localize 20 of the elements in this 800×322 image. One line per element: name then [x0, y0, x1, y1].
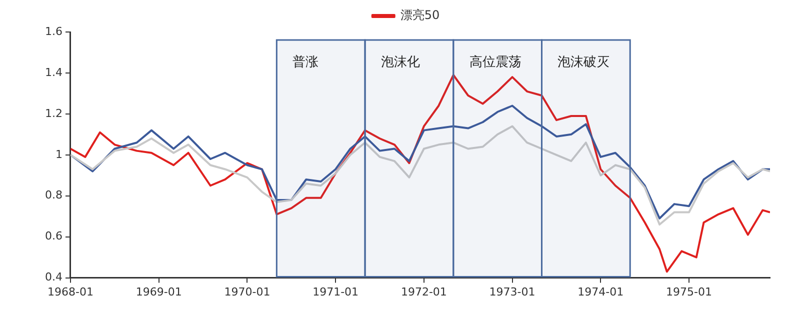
x-tick-label: 1974-01 — [578, 285, 624, 298]
band-label: 普涨 — [292, 54, 319, 70]
y-tick-label: 1.4 — [44, 66, 62, 79]
band-label: 泡沫破灭 — [558, 54, 610, 70]
y-tick-label: 0.4 — [44, 270, 62, 284]
x-tick-label: 1971-01 — [312, 285, 359, 298]
x-tick-label: 1970-01 — [224, 285, 270, 298]
x-tick-label: 1968-01 — [48, 285, 94, 298]
y-tick-label: 0.8 — [44, 188, 62, 202]
band-label: 高位震荡 — [469, 54, 522, 70]
x-tick-label: 1969-01 — [136, 285, 182, 298]
y-tick-label: 1.6 — [44, 24, 62, 38]
y-tick-label: 1 — [55, 148, 62, 161]
band-label: 泡沫化 — [381, 54, 420, 70]
x-tick-label: 1973-01 — [489, 285, 536, 298]
y-tick-label: 0.6 — [44, 230, 62, 243]
legend-label: 漂亮50 — [400, 8, 440, 22]
x-tick-label: 1975-01 — [666, 285, 712, 298]
y-tick-label: 1.2 — [44, 106, 62, 120]
x-tick-label: 1972-01 — [400, 285, 447, 298]
